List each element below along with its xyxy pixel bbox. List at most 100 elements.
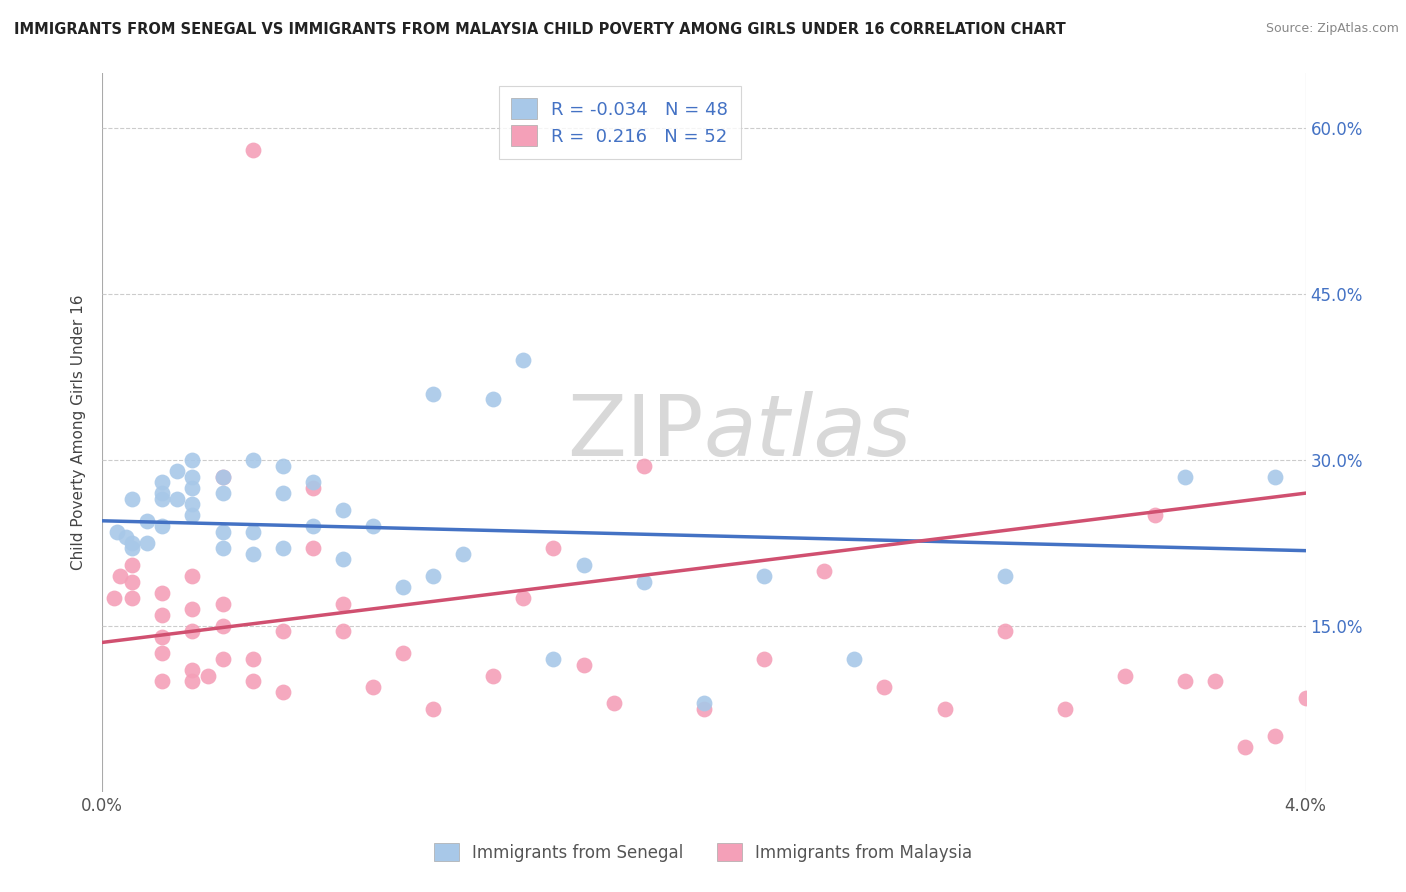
Point xyxy=(392,647,415,661)
Point xyxy=(1174,469,1197,483)
Point xyxy=(752,569,775,583)
Point xyxy=(242,674,264,689)
Point xyxy=(361,680,384,694)
Point xyxy=(482,668,505,682)
Point xyxy=(752,652,775,666)
Point xyxy=(103,591,125,606)
Point xyxy=(994,624,1017,639)
Point xyxy=(572,657,595,672)
Point xyxy=(301,475,323,489)
Point xyxy=(512,591,534,606)
Point xyxy=(211,619,233,633)
Point xyxy=(211,541,233,556)
Point xyxy=(1144,508,1167,523)
Text: Source: ZipAtlas.com: Source: ZipAtlas.com xyxy=(1265,22,1399,36)
Point xyxy=(166,464,188,478)
Point xyxy=(844,652,866,666)
Point xyxy=(242,652,264,666)
Point xyxy=(121,491,143,506)
Text: ZIP: ZIP xyxy=(568,391,704,474)
Point xyxy=(633,574,655,589)
Point xyxy=(1264,730,1286,744)
Point xyxy=(873,680,896,694)
Point xyxy=(572,558,595,572)
Point xyxy=(181,481,204,495)
Point xyxy=(422,569,444,583)
Text: atlas: atlas xyxy=(704,391,912,474)
Point xyxy=(271,624,294,639)
Point xyxy=(211,652,233,666)
Point xyxy=(301,519,323,533)
Point xyxy=(1295,690,1317,705)
Point xyxy=(1053,702,1076,716)
Point xyxy=(150,519,173,533)
Point xyxy=(693,702,716,716)
Legend: Immigrants from Senegal, Immigrants from Malaysia: Immigrants from Senegal, Immigrants from… xyxy=(426,835,980,871)
Point xyxy=(361,519,384,533)
Point xyxy=(181,453,204,467)
Point xyxy=(121,558,143,572)
Point xyxy=(1174,674,1197,689)
Point xyxy=(301,541,323,556)
Point xyxy=(271,541,294,556)
Point xyxy=(392,580,415,594)
Point xyxy=(197,668,219,682)
Point xyxy=(332,597,354,611)
Point xyxy=(1234,740,1257,755)
Point xyxy=(181,663,204,677)
Point xyxy=(150,674,173,689)
Point xyxy=(934,702,956,716)
Point xyxy=(211,597,233,611)
Point xyxy=(242,144,264,158)
Point xyxy=(1264,469,1286,483)
Point xyxy=(242,547,264,561)
Point xyxy=(211,469,233,483)
Point xyxy=(150,607,173,622)
Point xyxy=(301,481,323,495)
Point xyxy=(543,541,565,556)
Point xyxy=(211,524,233,539)
Point xyxy=(512,353,534,368)
Point xyxy=(422,386,444,401)
Point xyxy=(115,530,138,544)
Point xyxy=(110,569,132,583)
Point xyxy=(150,475,173,489)
Point xyxy=(121,541,143,556)
Point xyxy=(121,536,143,550)
Point xyxy=(121,591,143,606)
Point xyxy=(181,497,204,511)
Point xyxy=(181,602,204,616)
Point xyxy=(994,569,1017,583)
Point xyxy=(1204,674,1226,689)
Point xyxy=(543,652,565,666)
Point xyxy=(181,624,204,639)
Point xyxy=(166,491,188,506)
Point xyxy=(150,491,173,506)
Point xyxy=(422,702,444,716)
Point xyxy=(332,552,354,566)
Point xyxy=(242,524,264,539)
Point xyxy=(602,696,624,710)
Point xyxy=(693,696,716,710)
Y-axis label: Child Poverty Among Girls Under 16: Child Poverty Among Girls Under 16 xyxy=(72,294,86,570)
Point xyxy=(181,569,204,583)
Point xyxy=(451,547,474,561)
Point xyxy=(332,624,354,639)
Point xyxy=(150,585,173,599)
Legend: R = -0.034   N = 48, R =  0.216   N = 52: R = -0.034 N = 48, R = 0.216 N = 52 xyxy=(499,86,741,159)
Point xyxy=(332,502,354,516)
Point xyxy=(633,458,655,473)
Point xyxy=(181,508,204,523)
Text: IMMIGRANTS FROM SENEGAL VS IMMIGRANTS FROM MALAYSIA CHILD POVERTY AMONG GIRLS UN: IMMIGRANTS FROM SENEGAL VS IMMIGRANTS FR… xyxy=(14,22,1066,37)
Point xyxy=(136,514,159,528)
Point xyxy=(242,453,264,467)
Point xyxy=(482,392,505,406)
Point xyxy=(150,486,173,500)
Point xyxy=(181,469,204,483)
Point xyxy=(121,574,143,589)
Point xyxy=(271,685,294,699)
Point xyxy=(181,674,204,689)
Point xyxy=(150,630,173,644)
Point xyxy=(1114,668,1136,682)
Point xyxy=(105,524,128,539)
